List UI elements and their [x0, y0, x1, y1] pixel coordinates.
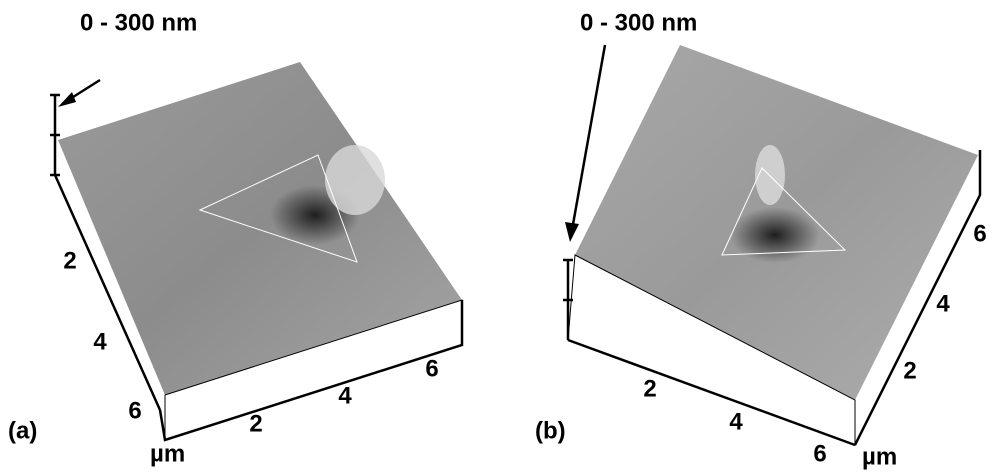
unit-label: µm [150, 440, 185, 467]
y-tick-label: 4 [936, 290, 950, 317]
arrow-head [565, 222, 579, 242]
arrow-head [58, 92, 76, 107]
x-tick-label: 4 [729, 408, 743, 435]
unit-label: µm [862, 443, 897, 470]
x-tick-label: 2 [643, 375, 656, 402]
y-tick-label: 2 [903, 357, 916, 384]
x-tick-label: 6 [813, 440, 826, 467]
arrow [572, 45, 605, 230]
x-tick-label: 2 [249, 410, 262, 437]
x-tick-label: 6 [425, 355, 438, 382]
y-tick-label: 6 [128, 397, 141, 424]
panel-label: (a) [8, 417, 37, 444]
y-tick-label: 6 [973, 220, 986, 247]
x-tick-label: 4 [338, 382, 352, 409]
panel-label: (b) [535, 417, 566, 444]
panel-b: 0 - 300 nm 2 4 6 2 4 6 µm (b) [535, 9, 987, 470]
y-tick-label: 4 [93, 328, 107, 355]
figure: 0 - 300 nm 2 4 6 2 4 6 µm (a) 0 - 300 nm… [0, 0, 992, 473]
pile-up [325, 145, 385, 215]
y-tick-label: 2 [63, 247, 76, 274]
pile-up [755, 145, 785, 205]
scale-label: 0 - 300 nm [580, 9, 697, 36]
scale-label: 0 - 300 nm [80, 9, 197, 36]
panel-a: 0 - 300 nm 2 4 6 2 4 6 µm (a) [8, 9, 462, 467]
z-scale-bar [50, 95, 60, 175]
